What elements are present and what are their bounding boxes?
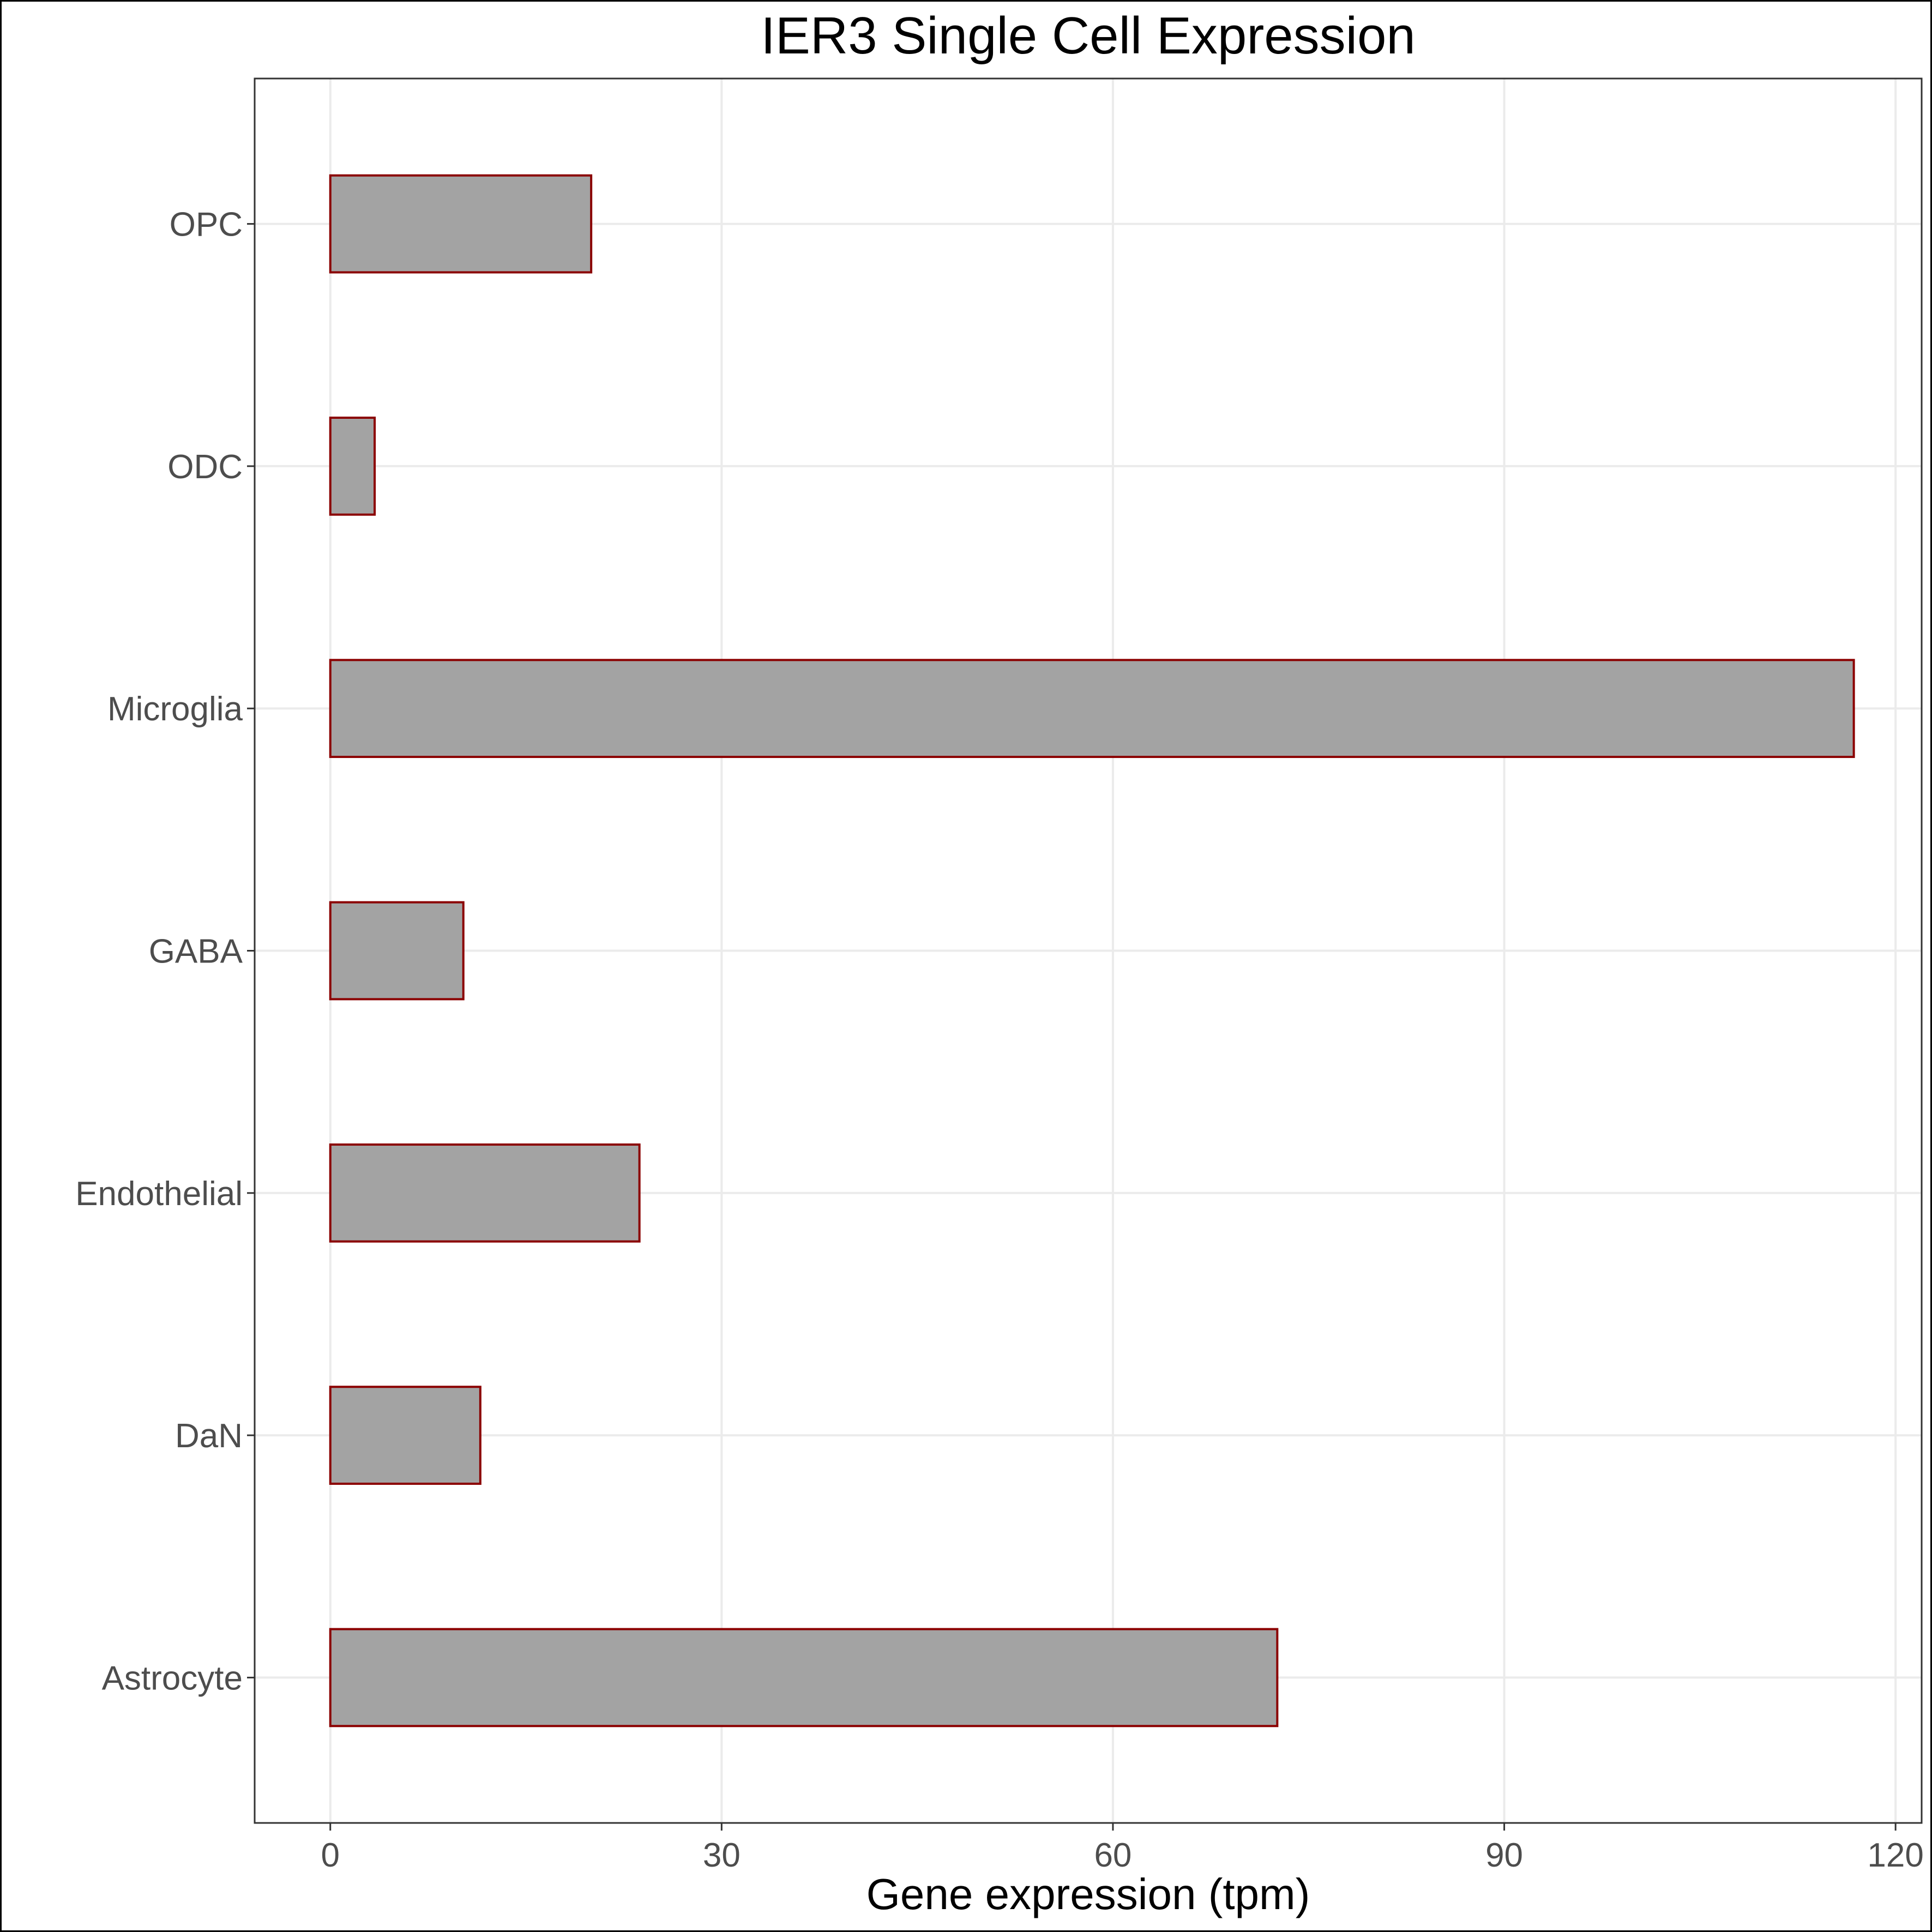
y-tick-label-endothelial: Endothelial xyxy=(75,1175,243,1213)
x-tick-label: 90 xyxy=(1485,1837,1523,1874)
y-tick-label-gaba: GABA xyxy=(149,933,243,971)
x-tick-label: 60 xyxy=(1094,1837,1131,1874)
bar-odc xyxy=(329,417,376,516)
bar-opc xyxy=(329,174,593,274)
y-tick-label-dan: DaN xyxy=(175,1417,243,1455)
y-tick-label-astrocyte: Astrocyte xyxy=(102,1659,243,1697)
axis-ticks xyxy=(247,223,1897,1831)
chart-title: IER3 Single Cell Expression xyxy=(761,7,1416,65)
tick-labels: 0 30 60 90 120 Astrocyte DaN Endothelial GABA Mic… xyxy=(75,206,1924,1874)
x-axis-title: Gene expression (tpm) xyxy=(866,1870,1310,1918)
bar-endothelial xyxy=(329,1143,641,1243)
bar-dan xyxy=(329,1386,482,1485)
y-tick-label-microglia: Microglia xyxy=(107,690,243,728)
y-tick-label-odc: ODC xyxy=(167,448,243,486)
bar-microglia xyxy=(329,659,1855,759)
x-tick-label: 30 xyxy=(703,1837,741,1874)
bar-gaba xyxy=(329,901,465,1001)
bars xyxy=(329,174,1855,1728)
y-tick-label-opc: OPC xyxy=(170,206,243,244)
bar-astrocyte xyxy=(329,1628,1279,1728)
x-tick-label: 120 xyxy=(1867,1837,1923,1874)
grid-lines xyxy=(255,79,1922,1823)
x-tick-label: 0 xyxy=(321,1837,339,1874)
